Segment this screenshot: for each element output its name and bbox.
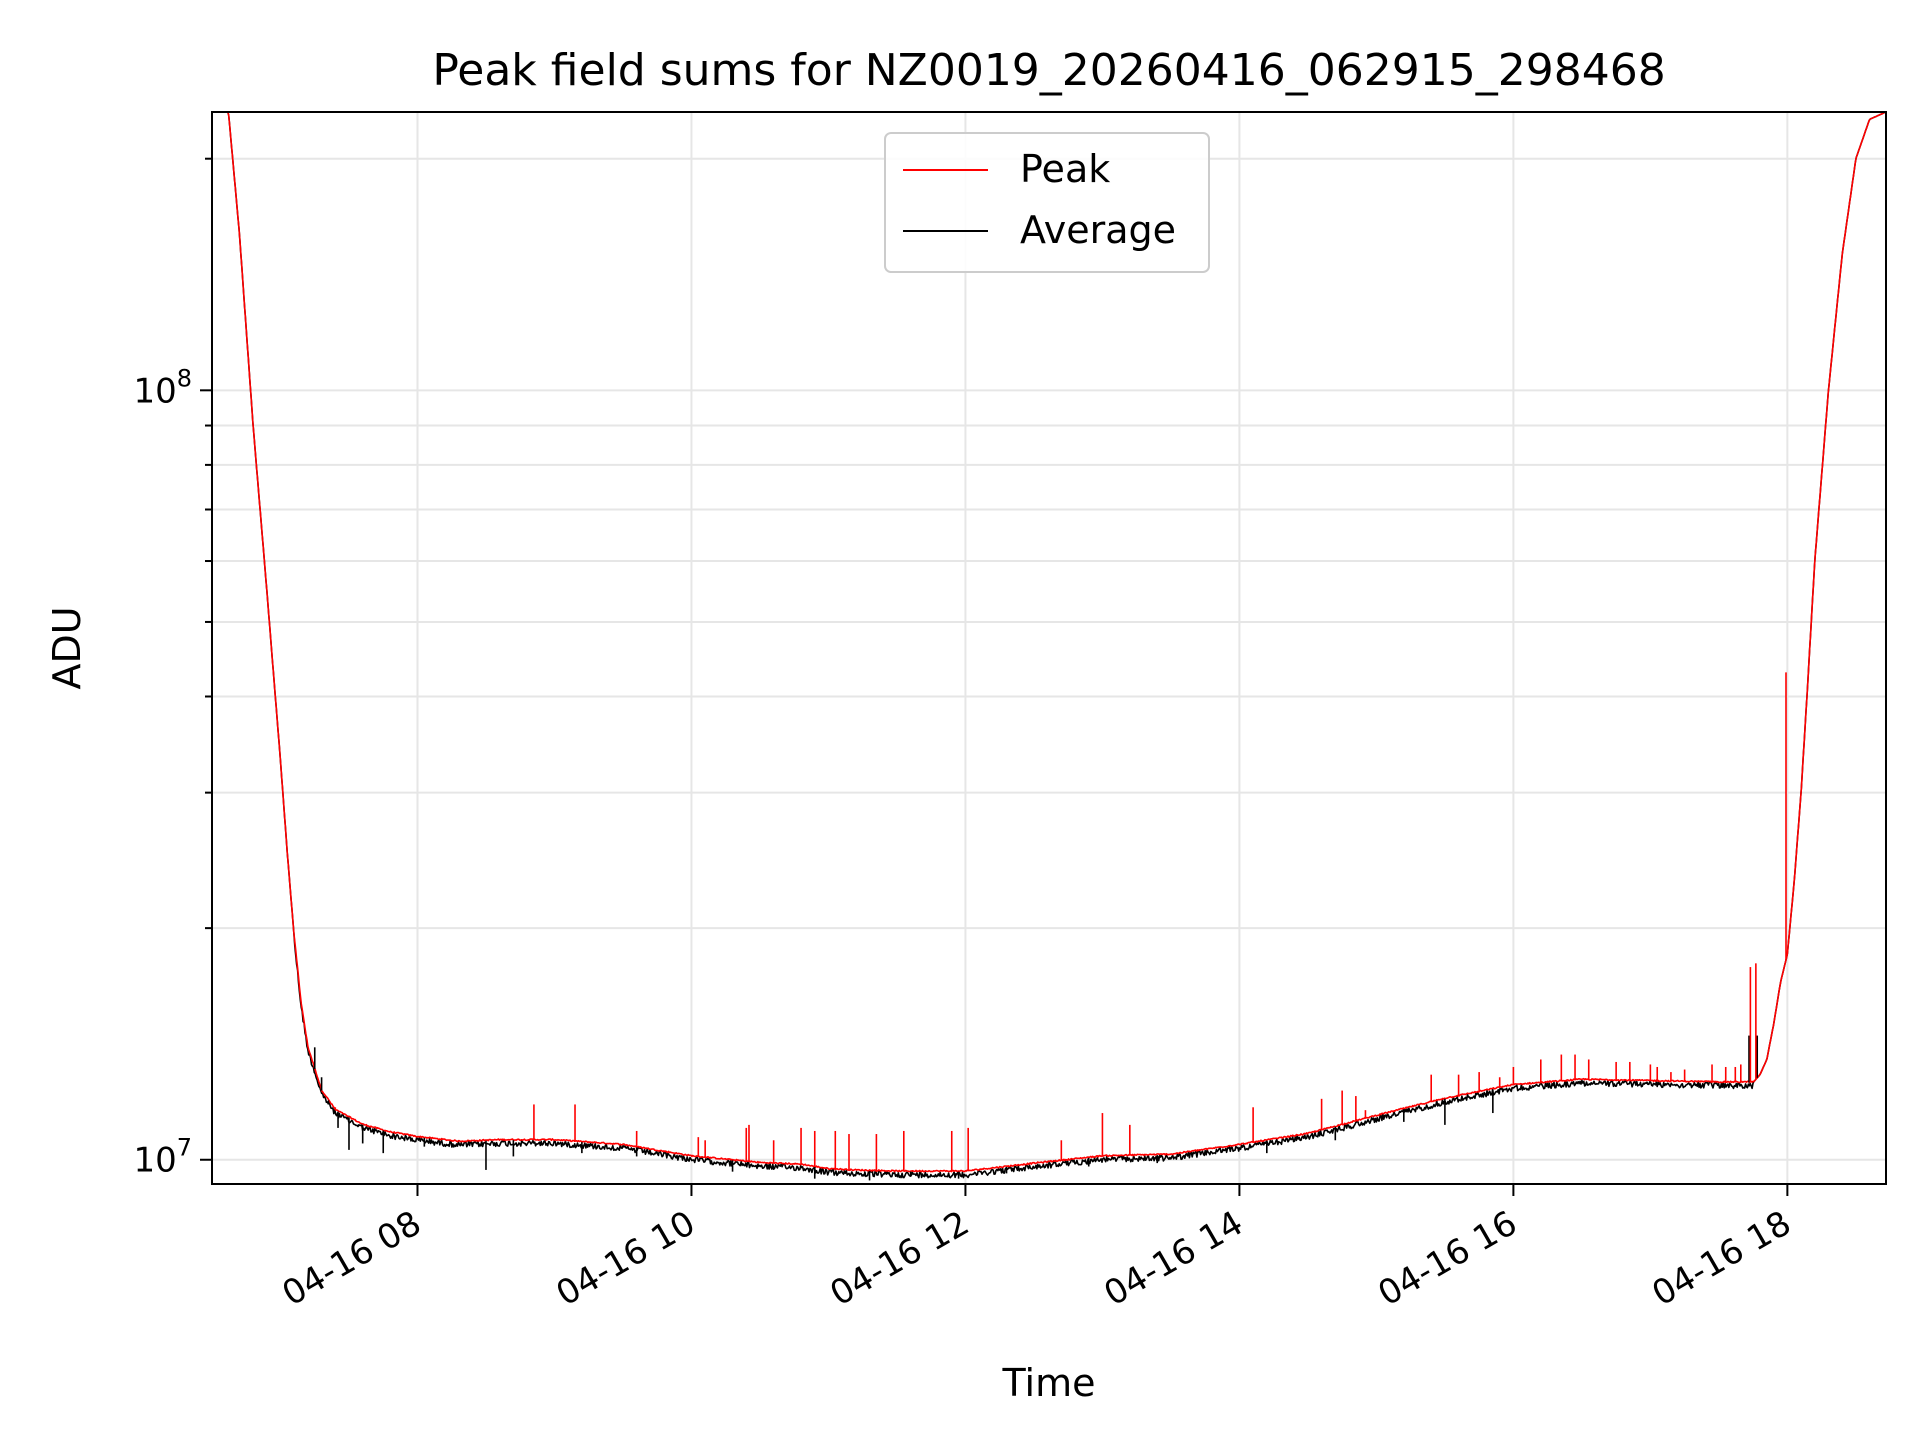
legend: Peak Average (884, 132, 1210, 273)
average-spikes (313, 1035, 1759, 1181)
y-tick-label: 108 (133, 364, 192, 411)
y-tick-label: 107 (133, 1134, 192, 1181)
peak-spikes (334, 672, 1787, 1172)
series-layer (212, 111, 1887, 1181)
peak-series-line (212, 111, 1887, 1173)
average-series-line (212, 111, 1887, 1179)
legend-box (884, 132, 1210, 273)
y-axis-label: ADU (45, 606, 89, 689)
legend-peak-label: Peak (1020, 147, 1110, 191)
legend-average-label: Average (1020, 208, 1176, 252)
x-axis-label: Time (1002, 1361, 1096, 1405)
plot-frame (211, 111, 1887, 1185)
chart-title: Peak field sums for NZ0019_20260416_0629… (432, 45, 1665, 96)
